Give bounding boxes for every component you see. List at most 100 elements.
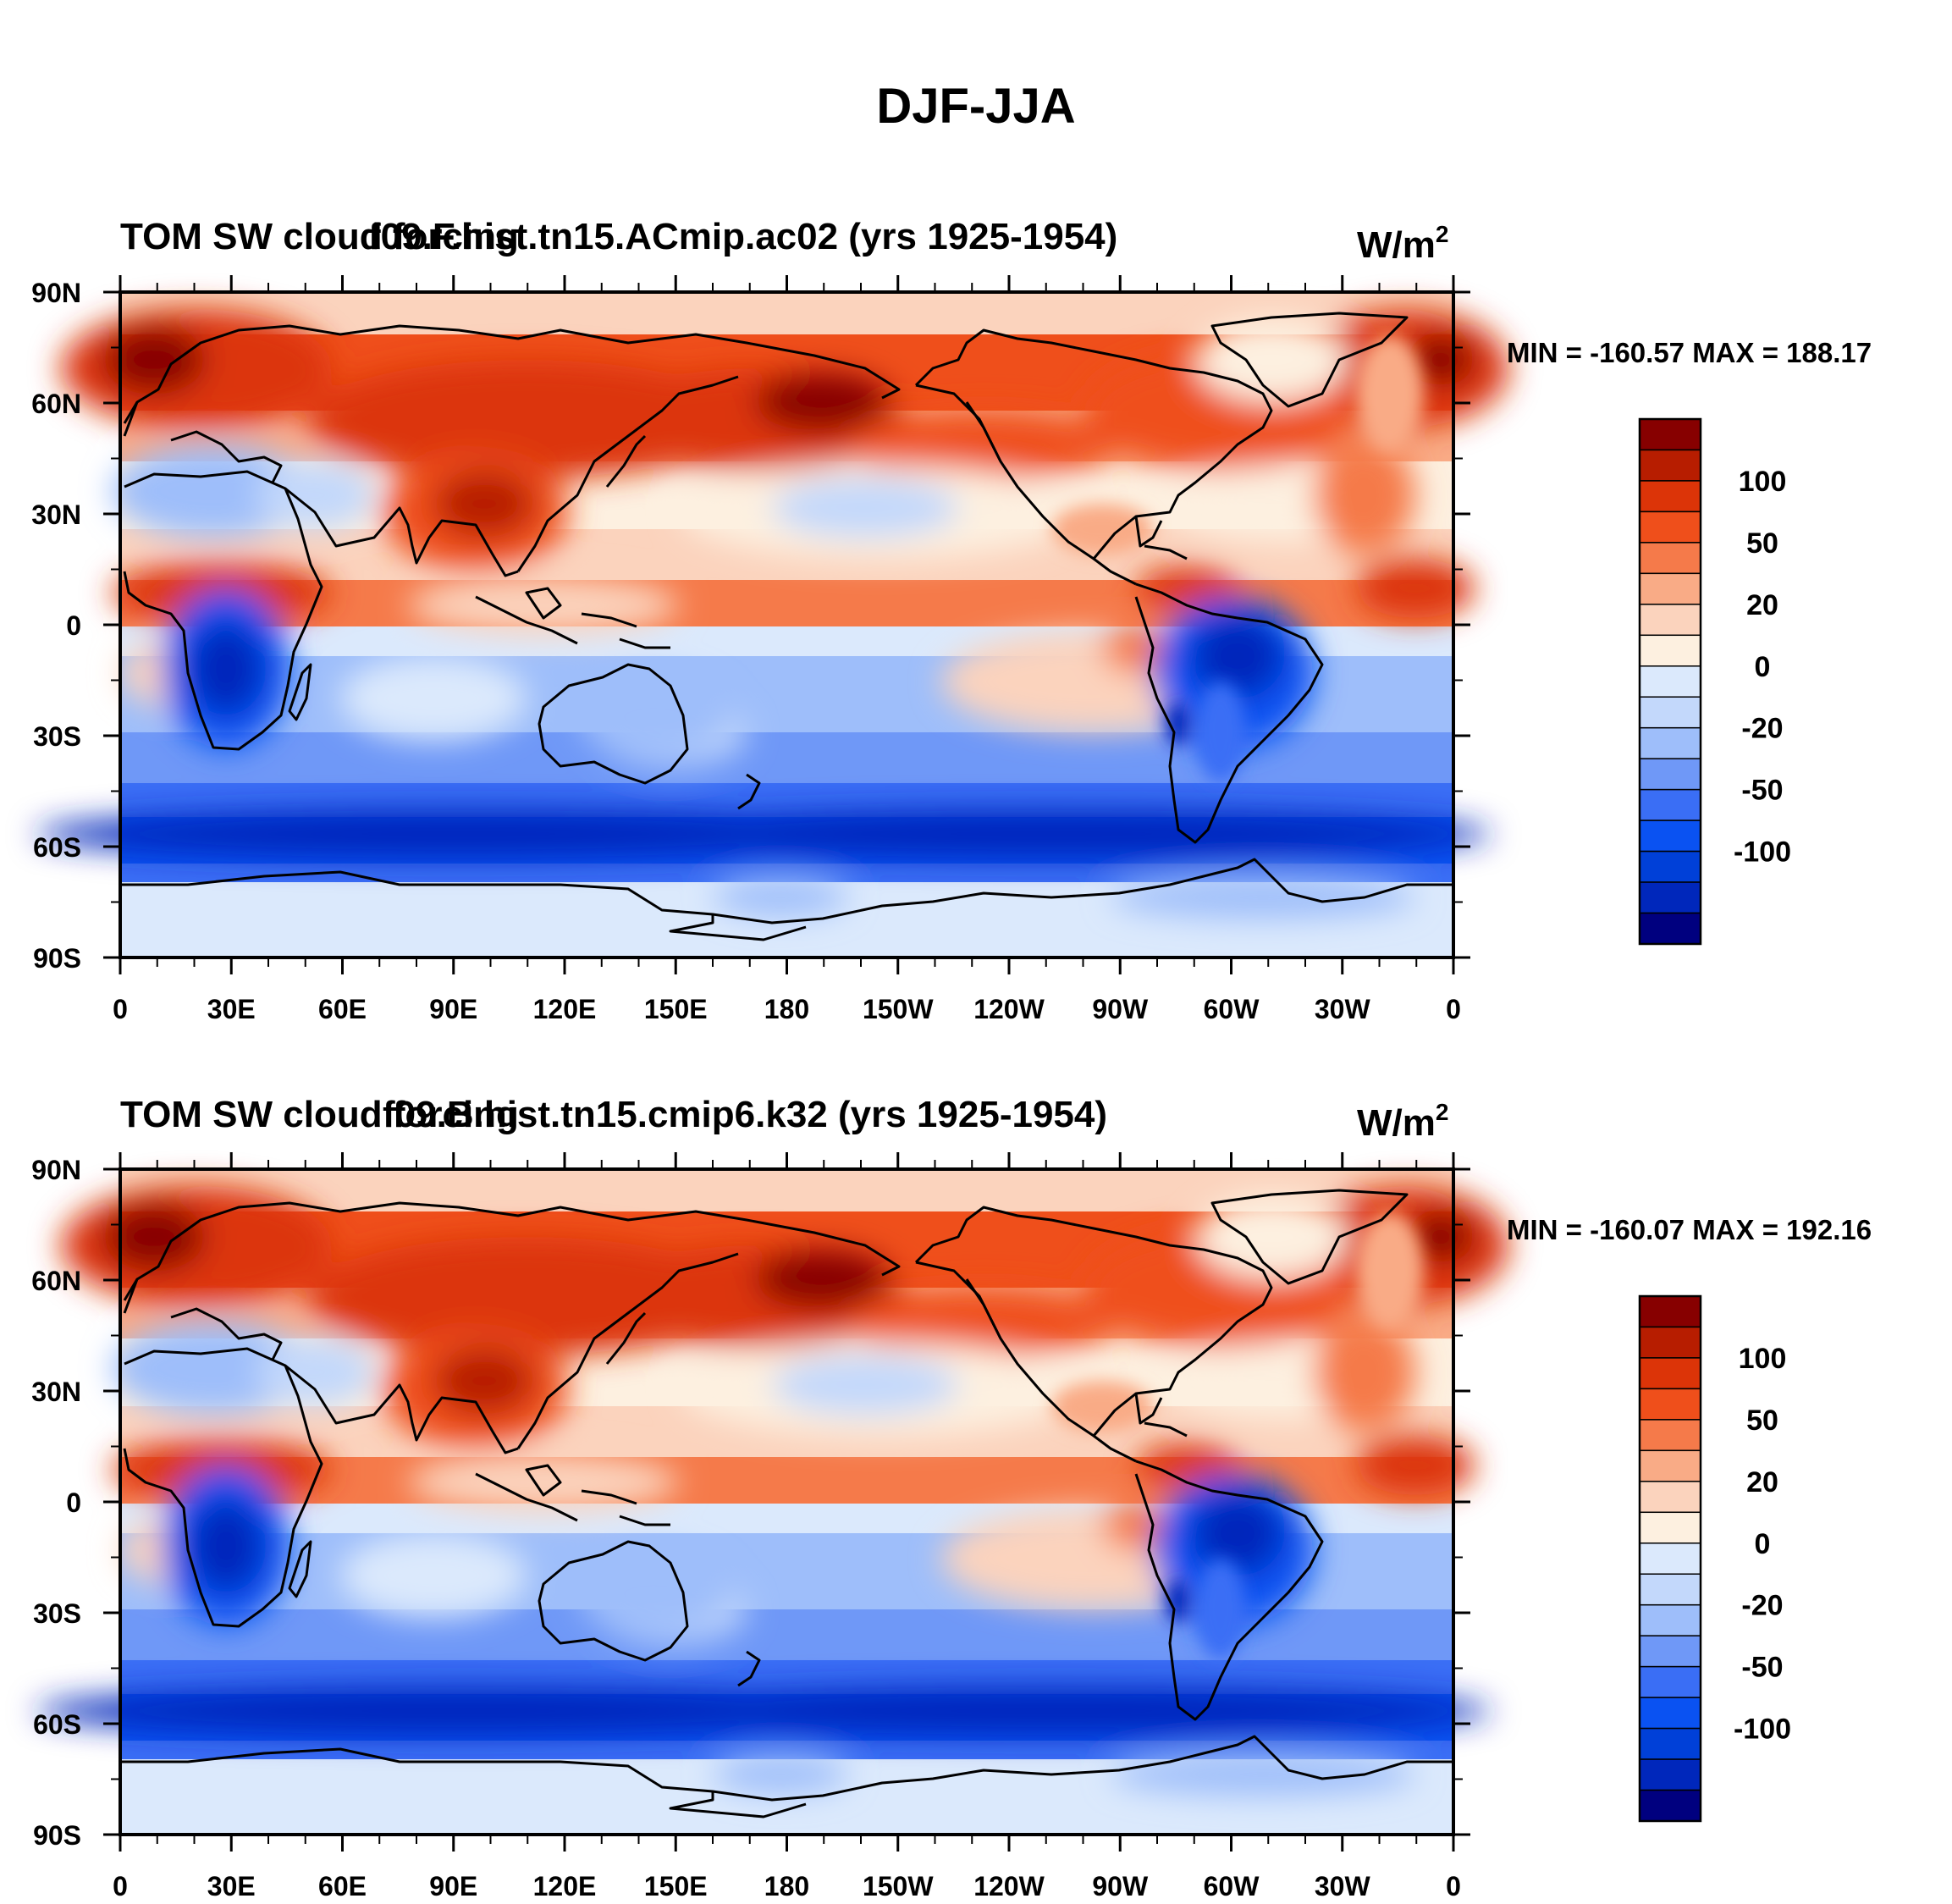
colorbar: 100 50 20 0 -20 -50 -100 — [1638, 417, 1791, 946]
lon-label: 30E — [207, 994, 256, 1024]
colorbar-swatch — [1639, 726, 1701, 759]
lon-label: 90E — [429, 1871, 477, 1901]
colorbar-swatch — [1639, 418, 1701, 451]
colorbar-swatch — [1639, 1665, 1701, 1698]
colorbar-label: -100 — [1734, 836, 1791, 869]
colorbar-swatch — [1639, 1573, 1701, 1606]
map-frame — [36, 290, 1508, 959]
lon-label: 150E — [644, 1871, 708, 1901]
lat-label: 30S — [33, 721, 81, 752]
lon-label: 60E — [318, 1871, 367, 1901]
colorbar-outline — [1638, 417, 1702, 946]
colorbar-swatch — [1639, 881, 1701, 914]
figure-title: DJF-JJA — [876, 79, 1075, 134]
colorbar-swatch — [1639, 1543, 1701, 1575]
colorbar-swatch — [1639, 542, 1701, 575]
panel-left-title-a: TOM SW cloud forcing — [120, 216, 519, 257]
lon-label: 60W — [1204, 1871, 1260, 1901]
lat-label: 60N — [31, 389, 81, 419]
lon-label: 150E — [644, 994, 708, 1024]
colorbar-swatch — [1639, 850, 1701, 883]
map-ticks — [103, 1152, 1470, 1852]
lon-label: 30E — [207, 1871, 256, 1901]
colorbar-swatch — [1639, 758, 1701, 791]
lon-label: 180 — [764, 1871, 809, 1901]
lat-label: 90N — [31, 1155, 81, 1185]
lat-labels: 90N 60N 30N 0 30S 60S 90S — [31, 1155, 81, 1851]
lat-label: 30S — [33, 1598, 81, 1629]
colorbar-label: 50 — [1746, 527, 1778, 560]
colorbar-swatch — [1639, 449, 1701, 482]
colorbar-label: -20 — [1741, 1590, 1783, 1622]
colorbar-swatch — [1639, 1511, 1701, 1544]
lon-label: 90W — [1092, 994, 1149, 1024]
lon-label: 0 — [1446, 1871, 1461, 1901]
colorbar-swatch — [1639, 480, 1701, 513]
units-superscript: 2 — [1436, 221, 1449, 247]
colorbar: 100 50 20 0 -20 -50 -100 — [1638, 1294, 1791, 1823]
panel-top: TOM SW cloud forcing f09.F.hist.tn15.ACm… — [31, 216, 1872, 1024]
lon-label: 150W — [863, 994, 934, 1024]
lat-label: 90N — [31, 278, 81, 308]
lon-label: 0 — [113, 1871, 128, 1901]
colorbar-label: -100 — [1734, 1714, 1791, 1746]
colorbar-swatch — [1639, 1449, 1701, 1482]
colorbar-label: -20 — [1741, 713, 1783, 745]
lon-label: 30W — [1315, 994, 1371, 1024]
colorbar-label: 100 — [1739, 1343, 1787, 1375]
lon-labels: 0 30E 60E 90E 120E 150E 180 150W 120W 90W 60W 30W 0 — [113, 1871, 1461, 1901]
lat-label: 30N — [31, 499, 81, 530]
colorbar-label: -50 — [1741, 775, 1783, 807]
colorbar-swatch — [1639, 1635, 1701, 1668]
colorbar-label: 100 — [1739, 466, 1787, 498]
panel-left-title-b: f09.B.hist.tn15.cmip6.k32 (yrs 1925-1954… — [383, 1094, 1107, 1135]
panel-left-title-b: f09.F.hist.tn15.ACmip.ac02 (yrs 1925-195… — [368, 216, 1117, 257]
lon-label: 90E — [429, 994, 477, 1024]
lat-label: 90S — [33, 1820, 81, 1851]
lon-label: 120E — [533, 994, 597, 1024]
colorbar-swatch — [1639, 696, 1701, 729]
colorbar-swatch — [1639, 1326, 1701, 1359]
panel-units: W/m2 — [1357, 221, 1448, 266]
lat-label: 0 — [66, 1487, 81, 1518]
colorbar-swatch — [1639, 1758, 1701, 1791]
units-text: W/m — [1357, 1102, 1436, 1144]
lat-label: 60S — [33, 1709, 81, 1740]
panel-units: W/m2 — [1357, 1099, 1448, 1144]
lon-label: 90W — [1092, 1871, 1149, 1901]
colorbar-swatch — [1639, 510, 1701, 544]
colorbar-swatch — [1639, 1388, 1701, 1421]
colorbar-swatch — [1639, 1357, 1701, 1390]
map-frame — [36, 1167, 1508, 1836]
lon-label: 120W — [973, 1871, 1045, 1901]
lon-label: 120E — [533, 1871, 597, 1901]
colorbar-swatch — [1639, 665, 1701, 698]
colorbar-swatch — [1639, 572, 1701, 605]
colorbar-label: 0 — [1755, 1528, 1771, 1560]
colorbar-swatch — [1639, 1295, 1701, 1328]
lat-label: 0 — [66, 610, 81, 641]
map-ticks — [103, 275, 1470, 974]
colorbar-swatch — [1639, 1727, 1701, 1760]
lat-label: 30N — [31, 1377, 81, 1407]
lon-label: 150W — [863, 1871, 934, 1901]
lon-label: 60W — [1204, 994, 1260, 1024]
colorbar-swatch — [1639, 634, 1701, 667]
lat-labels: 90N 60N 30N 0 30S 60S 90S — [31, 278, 81, 974]
lon-label: 120W — [973, 994, 1045, 1024]
lat-label: 90S — [33, 943, 81, 974]
colorbar-swatch — [1639, 1603, 1701, 1636]
units-superscript: 2 — [1436, 1099, 1449, 1125]
colorbar-label: 50 — [1746, 1405, 1778, 1437]
colorbar-outline — [1638, 1294, 1702, 1823]
colorbar-label: 20 — [1746, 589, 1778, 621]
min-max-stats: MIN = -160.07 MAX = 192.16 — [1507, 1214, 1872, 1245]
panel-left-title-a: TOM SW cloud forcing — [120, 1094, 519, 1135]
lon-label: 60E — [318, 994, 367, 1024]
lon-label: 180 — [764, 994, 809, 1024]
colorbar-label: 0 — [1755, 651, 1771, 683]
lon-label: 0 — [1446, 994, 1461, 1024]
lon-label: 30W — [1315, 1871, 1371, 1901]
lat-label: 60S — [33, 832, 81, 863]
